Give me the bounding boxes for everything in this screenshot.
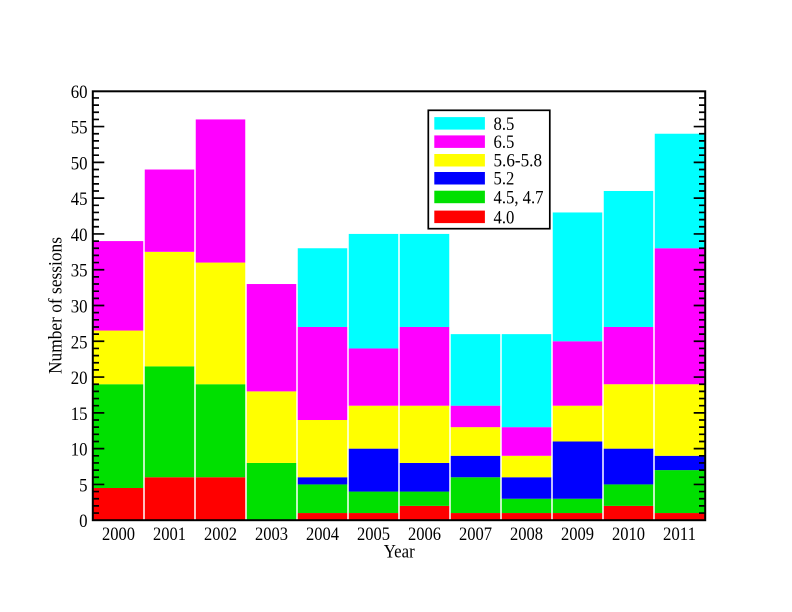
svg-text:2007: 2007 bbox=[459, 524, 492, 545]
svg-text:Number of sessions: Number of sessions bbox=[46, 237, 67, 374]
svg-text:2004: 2004 bbox=[306, 524, 339, 545]
svg-text:2005: 2005 bbox=[357, 524, 390, 545]
svg-text:15: 15 bbox=[71, 404, 88, 425]
svg-text:2011: 2011 bbox=[663, 524, 696, 545]
svg-text:4.0: 4.0 bbox=[494, 207, 515, 228]
svg-text:2006: 2006 bbox=[408, 524, 441, 545]
svg-text:2010: 2010 bbox=[612, 524, 645, 545]
svg-text:4.5, 4.7: 4.5, 4.7 bbox=[494, 187, 544, 208]
svg-text:5.2: 5.2 bbox=[494, 169, 515, 190]
svg-text:20: 20 bbox=[71, 368, 88, 389]
svg-text:0: 0 bbox=[79, 511, 87, 532]
svg-text:2003: 2003 bbox=[255, 524, 288, 545]
svg-text:35: 35 bbox=[71, 261, 88, 282]
svg-text:8.5: 8.5 bbox=[494, 114, 515, 135]
svg-text:2001: 2001 bbox=[153, 524, 186, 545]
svg-text:50: 50 bbox=[71, 153, 88, 174]
svg-text:2000: 2000 bbox=[102, 524, 135, 545]
svg-text:5: 5 bbox=[79, 475, 87, 496]
svg-text:6.5: 6.5 bbox=[494, 132, 515, 153]
svg-text:40: 40 bbox=[71, 225, 88, 246]
svg-text:2008: 2008 bbox=[510, 524, 543, 545]
svg-text:30: 30 bbox=[71, 297, 88, 318]
svg-text:45: 45 bbox=[71, 189, 88, 210]
svg-text:2009: 2009 bbox=[561, 524, 594, 545]
svg-text:55: 55 bbox=[71, 118, 88, 139]
svg-text:25: 25 bbox=[71, 332, 88, 353]
svg-text:Year: Year bbox=[384, 542, 416, 563]
svg-text:5.6-5.8: 5.6-5.8 bbox=[494, 151, 543, 172]
svg-text:10: 10 bbox=[71, 440, 88, 461]
svg-text:60: 60 bbox=[71, 82, 88, 103]
svg-text:2002: 2002 bbox=[204, 524, 237, 545]
